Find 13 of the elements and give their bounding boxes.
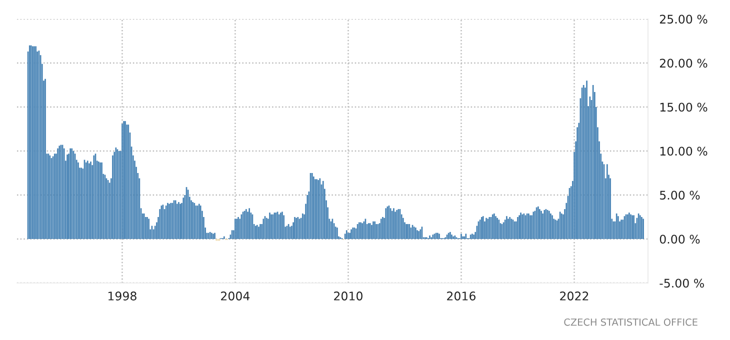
y-tick-label: 25.00 %: [660, 14, 708, 24]
y-tick-label: 10.00 %: [660, 146, 708, 156]
y-tick-label: -5.00 %: [660, 278, 704, 288]
y-tick-label: 5.00 %: [660, 190, 700, 200]
y-tick-label: 0.00 %: [660, 234, 700, 244]
text: CZECH STATISTICAL OFFICE: [564, 318, 698, 326]
x-tick-label: 1998: [108, 292, 136, 300]
y-tick-label: 15.00 %: [660, 102, 708, 112]
x-tick-label: 2004: [221, 292, 250, 300]
y-tick-label: 20.00 %: [660, 58, 708, 68]
x-tick-label: 2010: [334, 292, 362, 300]
x-tick-label: 2022: [560, 292, 588, 300]
x-tick-label: 2016: [447, 292, 476, 300]
